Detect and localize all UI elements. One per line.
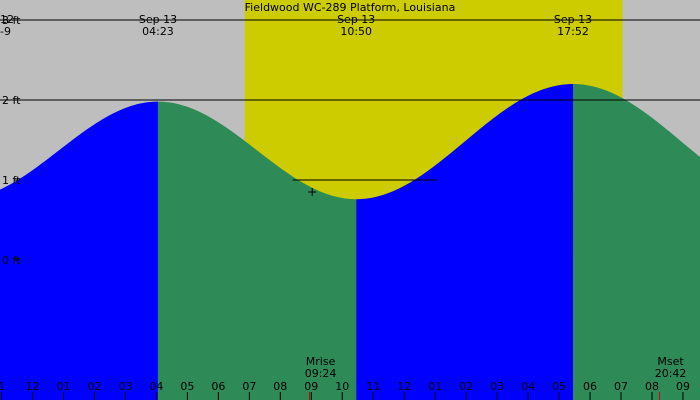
x-tick-label: 09: [676, 380, 690, 393]
x-tick-label: 01: [56, 380, 70, 393]
x-tick-label: 08: [273, 380, 287, 393]
extreme-date-label: Sep 13: [337, 13, 375, 26]
x-tick-label: 07: [242, 380, 256, 393]
extreme-time-label: 04:23: [142, 25, 174, 38]
gridlines: [0, 19, 700, 261]
x-tick-label: 04: [149, 380, 163, 393]
x-tick-label: 09: [304, 380, 318, 393]
x-tick-label: 01: [428, 380, 442, 393]
falling-tide-area: [573, 84, 700, 400]
x-tick-label: 06: [583, 380, 597, 393]
x-tick-label: 03: [118, 380, 132, 393]
chart-title: Fieldwood WC-289 Platform, Louisiana: [245, 1, 456, 14]
extreme-date-label: Sep 13: [139, 13, 177, 26]
x-tick-label: 12: [397, 380, 411, 393]
x-tick-label: 04: [521, 380, 535, 393]
x-tick-label: 1: [0, 380, 5, 393]
extreme-time-label: 10:50: [340, 25, 372, 38]
moon-event-time: 09:24: [305, 367, 337, 380]
rising-tide-area: [356, 84, 574, 400]
x-tick-label: 12: [26, 380, 40, 393]
rising-tide-area: [0, 101, 158, 400]
x-tick-label: 05: [552, 380, 566, 393]
x-tick-label: 02: [459, 380, 473, 393]
x-tick-label: 02: [87, 380, 101, 393]
partial-time-label: -9: [0, 25, 11, 38]
y-tick-label: 1 ft: [2, 174, 21, 187]
tide-areas: [0, 84, 700, 400]
moon-event-label: Mset: [657, 355, 684, 368]
x-tick-label: 03: [490, 380, 504, 393]
x-axis: 1 12 01 02 03 04 05 06 07 08 09 10 11 12 01 02 03 04 05 06 0…: [0, 380, 690, 400]
x-tick-label: 06: [211, 380, 225, 393]
x-tick-label: 05: [180, 380, 194, 393]
x-tick-label: 10: [335, 380, 349, 393]
moon-event-label: Mrise: [306, 355, 336, 368]
extreme-date-label: Sep 13: [554, 13, 592, 26]
partial-date-label: 12: [0, 13, 14, 26]
extreme-time-label: 17:52: [557, 25, 589, 38]
y-tick-label: 0 ft: [2, 254, 21, 267]
partial-left-label: 12 -9: [0, 13, 14, 38]
moon-event-time: 20:42: [655, 367, 687, 380]
current-level-marker: [308, 188, 317, 196]
y-axis-labels: 3 ft 2 ft 1 ft 0 ft: [2, 14, 21, 267]
y-tick-label: 2 ft: [2, 94, 21, 107]
x-tick-label: 07: [614, 380, 628, 393]
y-tick-label: 3 ft: [2, 14, 21, 27]
x-tick-label: 11: [366, 380, 380, 393]
x-tick-label: 08: [645, 380, 659, 393]
falling-tide-area: [157, 101, 357, 400]
